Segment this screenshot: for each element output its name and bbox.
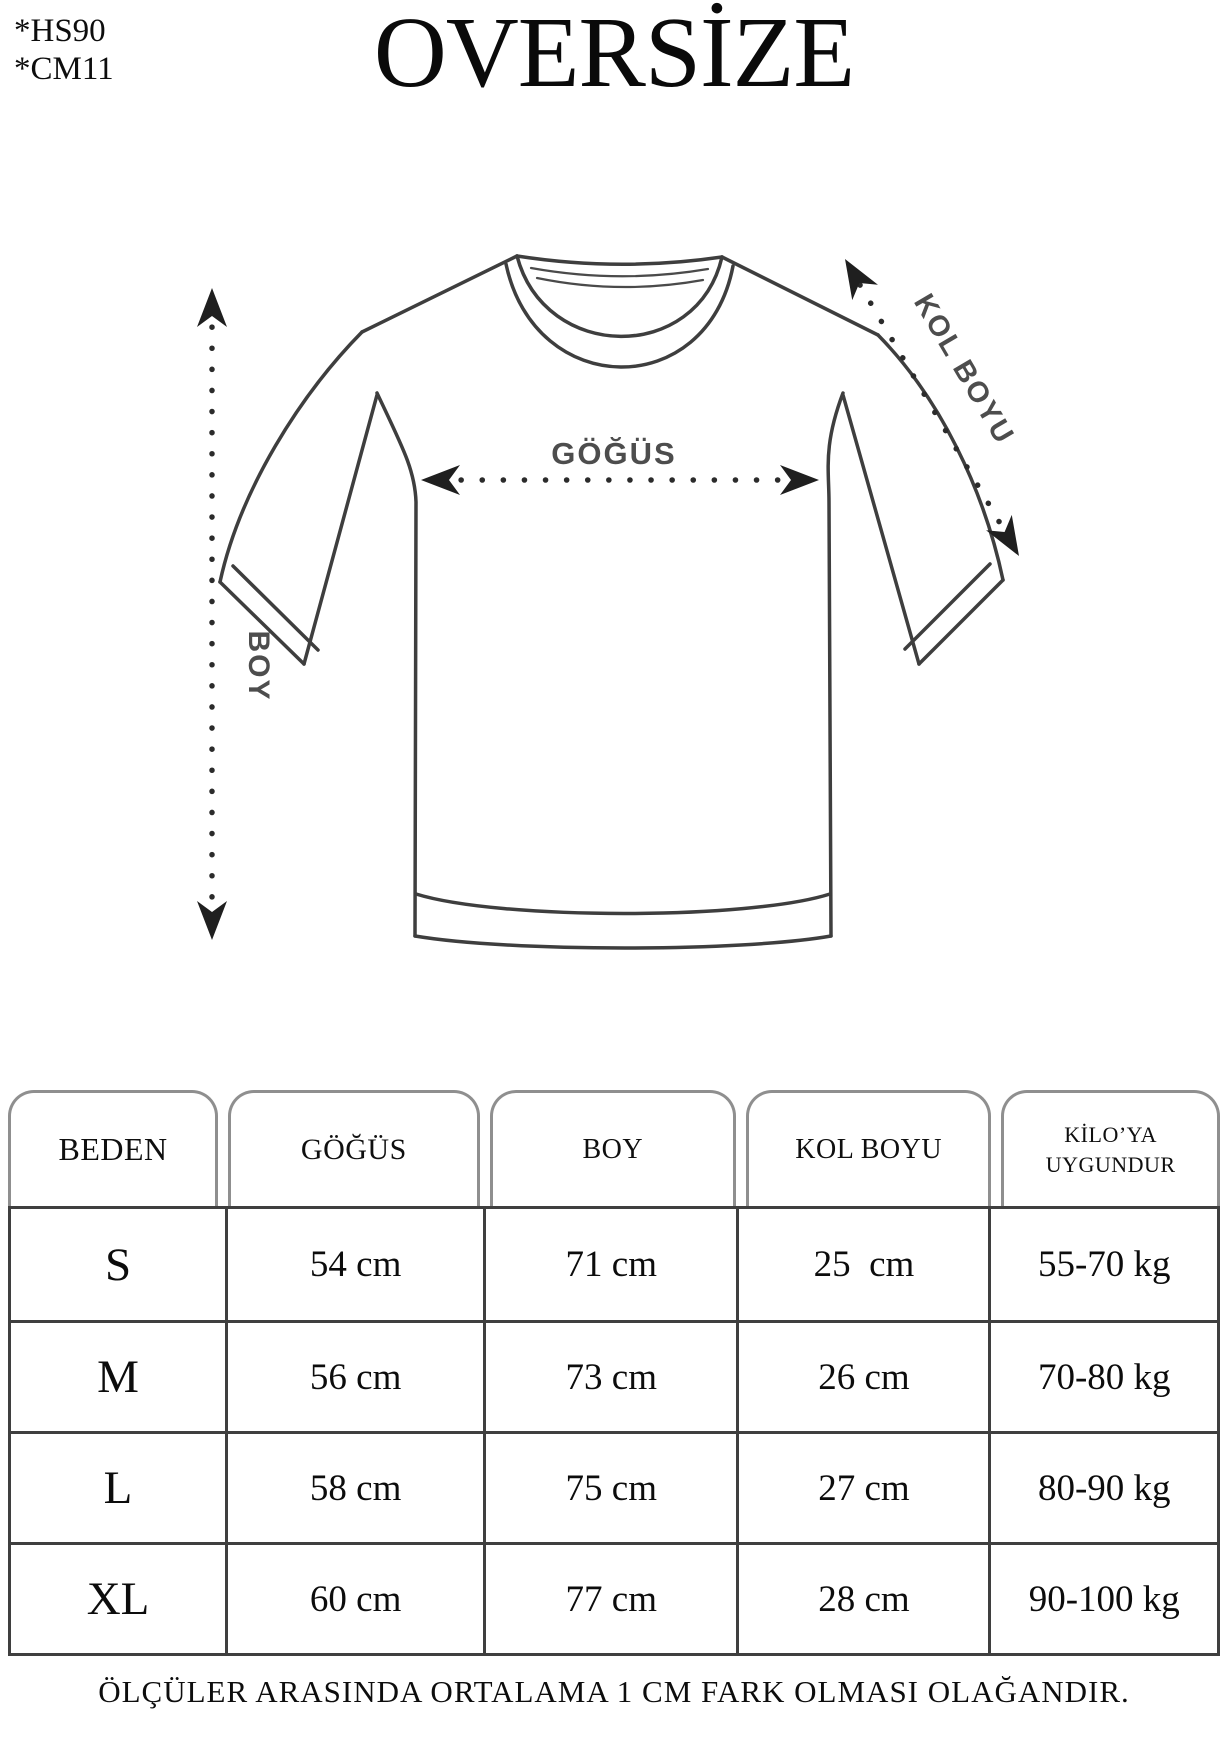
cell-size: S [11,1209,229,1320]
cell-size: L [11,1434,229,1542]
left-shoulder-seam [360,254,519,334]
table-row-xl: XL 60 cm 77 cm 28 cm 90-100 kg [11,1542,1217,1653]
cell-length: 77 cm [486,1545,740,1653]
size-table: BEDEN GÖĞÜS BOY KOL BOYU KİLO’YA UYGUNDU… [8,1090,1220,1656]
col-header-boy: BOY [489,1090,737,1206]
table-row-s: S 54 cm 71 cm 25 cm 55-70 kg [11,1209,1217,1320]
cell-weight: 90-100 kg [1028,1578,1180,1620]
cell-weight: 70-80 kg [1037,1356,1171,1398]
cell-chest: 58 cm [228,1434,487,1542]
cell-length: 71 cm [486,1209,740,1320]
cell-size: XL [11,1545,229,1653]
cell-sleeve: 28 cm [739,1545,992,1653]
cell-sleeve: 26 cm [739,1323,992,1431]
col-header-beden: BEDEN [8,1090,219,1206]
sleeve-arrow: KOL BOYU [832,251,1032,564]
length-arrow: BOY [197,288,275,940]
cell-chest: 60 cm [228,1545,487,1653]
sleeve-label: KOL BOYU [907,289,1020,450]
cell-size: M [11,1323,229,1431]
size-table-body: S 54 cm 71 cm 25 cm 55-70 kg M 56 cm 73 … [8,1206,1220,1656]
table-row-l: L 58 cm 75 cm 27 cm 80-90 kg [11,1431,1217,1542]
footer-note: ÖLÇÜLER ARASINDA ORTALAMA 1 CM FARK OLMA… [98,1674,1130,1709]
chest-arrow: GÖĞÜS [421,436,819,495]
body [375,391,845,950]
col-header-gogus: GÖĞÜS [228,1090,480,1206]
cell-sleeve: 25 cm [739,1209,992,1320]
cell-weight: 80-90 kg [1037,1467,1171,1509]
left-sleeve [218,330,379,666]
col-header-kol-boyu: KOL BOYU [746,1090,992,1206]
cell-length: 75 cm [486,1434,740,1542]
cell-chest: 56 cm [228,1323,487,1431]
size-table-header-row: BEDEN GÖĞÜS BOY KOL BOYU KİLO’YA UYGUNDU… [8,1090,1220,1206]
cell-chest: 54 cm [228,1209,487,1320]
cell-weight: 55-70 kg [1037,1244,1171,1285]
product-codes: *HS90 *CM11 [14,12,114,89]
cell-sleeve: 27 cm [739,1434,992,1542]
length-label: BOY [242,630,275,701]
tshirt-outline [218,254,1005,950]
collar [504,254,735,369]
tshirt-measurement-diagram: BOY GÖĞÜS KOL BOYU [197,251,1032,950]
product-code-2: *CM11 [14,51,114,88]
page-title: OVERSİZE [373,0,855,108]
table-row-m: M 56 cm 73 cm 26 cm 70-80 kg [11,1320,1217,1431]
cell-length: 73 cm [486,1323,740,1431]
right-sleeve [841,333,1005,666]
product-code-1: *HS90 [14,13,106,49]
right-shoulder-seam [720,255,880,337]
col-header-kilo: KİLO’YA UYGUNDUR [1001,1090,1220,1206]
chest-label: GÖĞÜS [551,436,676,471]
